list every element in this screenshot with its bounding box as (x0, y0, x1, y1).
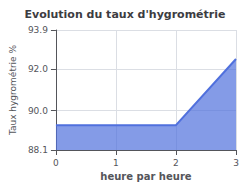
svg-text:3: 3 (233, 158, 239, 168)
svg-text:Taux hygrométrie %: Taux hygrométrie % (8, 44, 18, 136)
svg-text:93.9: 93.9 (28, 25, 48, 35)
svg-text:heure par heure: heure par heure (100, 171, 191, 182)
svg-text:88.1: 88.1 (28, 145, 48, 155)
svg-text:90.0: 90.0 (28, 106, 48, 116)
svg-text:Evolution du taux d'hygrométri: Evolution du taux d'hygrométrie (25, 8, 226, 21)
svg-text:92.0: 92.0 (28, 64, 48, 74)
svg-text:2: 2 (173, 158, 179, 168)
svg-text:0: 0 (53, 158, 59, 168)
svg-text:1: 1 (113, 158, 119, 168)
